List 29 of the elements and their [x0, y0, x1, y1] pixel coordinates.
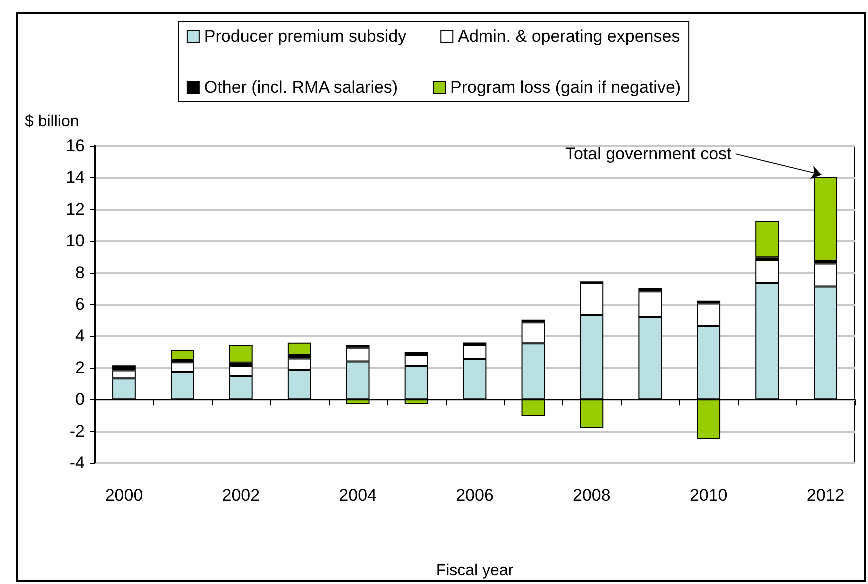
- x-tick-label: 2002: [222, 486, 260, 505]
- legend-label: Program loss (gain if negative): [450, 78, 682, 97]
- x-tick-label: 2006: [456, 486, 494, 505]
- y-tick-label: 4: [76, 326, 85, 346]
- y-tick-label: 0: [76, 390, 85, 410]
- x-tick-label: 2000: [105, 486, 144, 505]
- x-tick-label: 2004: [339, 486, 377, 505]
- x-tick-label: 2008: [573, 486, 611, 505]
- y-tick-label: 16: [66, 136, 85, 156]
- x-axis-title: Fiscal year: [436, 562, 514, 580]
- x-tick-label: 2010: [690, 486, 728, 505]
- legend-label: Producer premium subsidy: [204, 27, 408, 46]
- bar: [756, 221, 779, 258]
- y-tick-label: -2: [70, 422, 85, 441]
- bar: [288, 342, 312, 356]
- legend-label: Other (incl. RMA salaries): [204, 78, 398, 97]
- y-tick-label: 12: [66, 200, 85, 219]
- y-axis-title: $ billion: [25, 114, 80, 130]
- y-tick-label: 10: [66, 232, 85, 251]
- x-tick-label: 2012: [806, 486, 845, 505]
- annotation: Total government cost: [565, 144, 732, 164]
- y-tick-label: 14: [66, 168, 85, 188]
- bar: [229, 345, 253, 363]
- y-tick-label: 6: [76, 295, 85, 314]
- y-tick-label: 2: [76, 358, 85, 378]
- y-tick-label: 8: [76, 263, 85, 282]
- legend-label: Admin. & operating expenses: [458, 27, 680, 46]
- y-tick-label: -4: [70, 454, 85, 472]
- bar: [171, 350, 194, 360]
